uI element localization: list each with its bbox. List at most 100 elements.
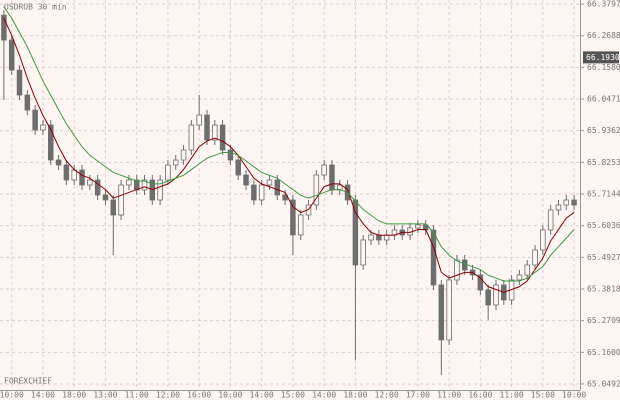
candle-body bbox=[204, 114, 210, 141]
moving-average bbox=[3, 6, 575, 282]
candle-body bbox=[368, 234, 374, 241]
candle-body bbox=[94, 179, 101, 196]
candle-body bbox=[352, 199, 359, 266]
candle-body bbox=[251, 184, 257, 201]
candle-body bbox=[555, 204, 562, 211]
y-tick-label: 65.1600 bbox=[587, 348, 620, 357]
candle-body bbox=[313, 174, 320, 206]
candle-body bbox=[16, 69, 23, 96]
candle-body bbox=[79, 169, 85, 186]
x-tick-label: 18:00 bbox=[343, 391, 367, 400]
chart-title: USDRUB 30 min bbox=[4, 3, 67, 12]
candle-body bbox=[571, 199, 577, 206]
candle-body bbox=[454, 259, 460, 281]
candle-body bbox=[180, 149, 187, 161]
candle-body bbox=[8, 39, 15, 71]
x-tick-label: 14:00 bbox=[312, 391, 336, 400]
x-tick-label: 12:00 bbox=[375, 391, 399, 400]
x-tick-label: 14:00 bbox=[250, 391, 274, 400]
candle-body bbox=[24, 94, 31, 111]
x-tick-label: 16:00 bbox=[187, 391, 211, 400]
x-tick-label: 11:00 bbox=[437, 391, 461, 400]
x-tick-label: 16:00 bbox=[468, 391, 492, 400]
candle-body bbox=[212, 124, 218, 141]
candle-body bbox=[71, 169, 77, 181]
x-tick-label: 10:00 bbox=[0, 391, 24, 400]
candle-body bbox=[219, 124, 226, 151]
x-tick-label: 12:00 bbox=[156, 391, 180, 400]
candle-body bbox=[126, 179, 132, 186]
candle-body bbox=[547, 209, 554, 231]
candle-body bbox=[165, 164, 171, 181]
candle-body bbox=[102, 194, 109, 201]
candle-body bbox=[258, 184, 265, 201]
candle-body bbox=[524, 264, 530, 276]
last-price-label: 66.1930 bbox=[586, 53, 620, 62]
x-tick-label: 11:00 bbox=[125, 391, 149, 400]
candle-body bbox=[266, 179, 273, 186]
candle-body bbox=[1, 14, 7, 41]
candle-body bbox=[55, 159, 62, 166]
y-tick-label: 66.0471 bbox=[587, 95, 620, 104]
y-tick-label: 65.4927 bbox=[587, 253, 620, 262]
watermark: FOREXCHIEF bbox=[4, 377, 52, 386]
candle-body bbox=[516, 274, 523, 281]
candle-body bbox=[48, 124, 54, 161]
candle-body bbox=[415, 224, 421, 229]
candle-body bbox=[329, 164, 335, 191]
candle-body bbox=[118, 184, 124, 216]
candle-body bbox=[227, 149, 234, 161]
candle-body bbox=[563, 199, 570, 206]
candle-body bbox=[540, 229, 546, 251]
candle-body bbox=[63, 164, 70, 181]
x-tick-label: 13:00 bbox=[93, 391, 117, 400]
candle-body bbox=[274, 179, 281, 196]
candle-body bbox=[32, 109, 38, 131]
candle-body bbox=[290, 199, 296, 236]
x-tick-label: 14:00 bbox=[31, 391, 55, 400]
candle-body bbox=[485, 289, 491, 306]
candle-body bbox=[461, 259, 468, 271]
candle-body bbox=[110, 199, 116, 216]
y-tick-label: 65.2709 bbox=[587, 316, 620, 325]
y-tick-label: 65.8253 bbox=[587, 158, 620, 167]
candle-body bbox=[188, 124, 195, 151]
candle-body bbox=[196, 114, 202, 126]
candle-body bbox=[477, 274, 484, 291]
y-tick-label: 65.9362 bbox=[587, 126, 620, 135]
candle-body bbox=[243, 174, 249, 186]
y-tick-label: 66.3797 bbox=[587, 0, 620, 9]
plot bbox=[1, 6, 577, 375]
y-tick-label: 65.0492 bbox=[587, 379, 620, 388]
candle-body bbox=[493, 284, 499, 306]
x-tick-label: 10:00 bbox=[562, 391, 586, 400]
x-tick-label: 18:00 bbox=[62, 391, 86, 400]
candle-body bbox=[40, 124, 46, 131]
candle-body bbox=[446, 279, 452, 341]
y-tick-label: 66.2688 bbox=[587, 31, 620, 40]
candle-body bbox=[297, 214, 304, 236]
y-tick-label: 65.3818 bbox=[587, 284, 620, 293]
last-price-box bbox=[583, 51, 619, 64]
candle-body bbox=[87, 179, 93, 186]
x-tick-label: 17:00 bbox=[406, 391, 430, 400]
candle-body bbox=[321, 164, 327, 176]
y-tick-label: 65.7144 bbox=[587, 190, 620, 199]
candle-body bbox=[532, 249, 538, 266]
x-tick-label: 15:00 bbox=[531, 391, 555, 400]
y-tick-label: 65.6036 bbox=[587, 221, 620, 230]
y-tick-label: 66.1580 bbox=[587, 63, 620, 72]
candle-body bbox=[141, 179, 148, 191]
candle-body bbox=[157, 179, 163, 201]
candle-body bbox=[360, 239, 366, 266]
x-tick-label: 10:00 bbox=[218, 391, 242, 400]
x-tick-label: 15:00 bbox=[281, 391, 305, 400]
candle-body bbox=[235, 159, 241, 176]
candle-body bbox=[438, 284, 445, 341]
candle-body bbox=[172, 159, 179, 166]
candle-body bbox=[430, 229, 437, 286]
moving-average bbox=[3, 18, 575, 293]
x-tick-label: 11:00 bbox=[500, 391, 524, 400]
